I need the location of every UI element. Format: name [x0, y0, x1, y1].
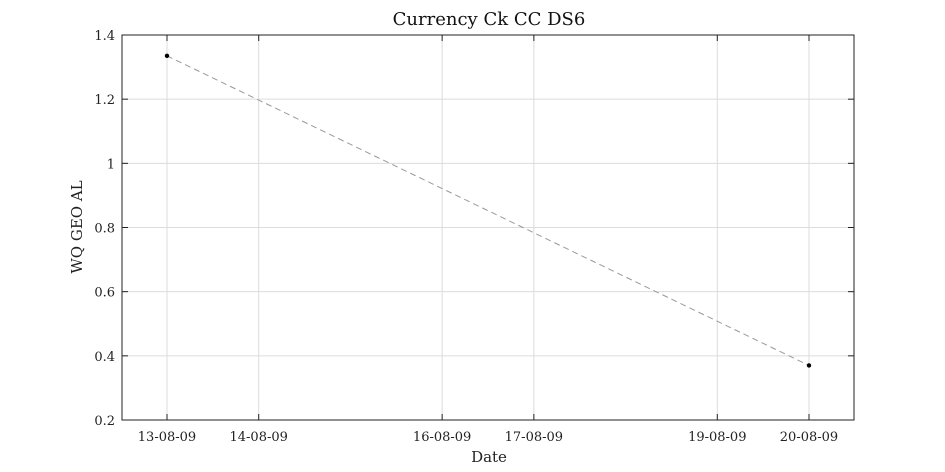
- series-layer: [164, 53, 812, 368]
- ticks: [122, 34, 854, 421]
- x-tick-label: 19-08-09: [688, 430, 746, 445]
- x-axis-label: Date: [471, 448, 507, 466]
- chart-title: Currency Ck CC DS6: [393, 9, 586, 30]
- series-line: [166, 55, 810, 366]
- y-axis-label: WQ GEO AL: [68, 180, 86, 273]
- data-point: [164, 53, 170, 59]
- y-tick-label: 0.6: [94, 286, 115, 301]
- x-tick-label: 16-08-09: [413, 430, 471, 445]
- y-tick-label: 0.4: [94, 350, 115, 365]
- tick-labels: 0.2 0.4 0.6 0.8 1 1.2 1.4 13-08-09 14-08-09 16-08…: [94, 29, 838, 445]
- y-tick-label: 1.4: [94, 29, 115, 44]
- x-tick-label: 14-08-09: [230, 430, 288, 445]
- data-point: [806, 363, 812, 368]
- y-tick-label: 1: [107, 157, 115, 172]
- x-tick-label: 20-08-09: [780, 430, 838, 445]
- y-tick-label: 0.2: [94, 414, 115, 429]
- grid: [122, 35, 854, 420]
- y-tick-label: 0.8: [94, 222, 115, 237]
- y-tick-label: 1.2: [94, 93, 115, 108]
- x-tick-label: 13-08-09: [138, 430, 196, 445]
- x-tick-label: 17-08-09: [505, 430, 563, 445]
